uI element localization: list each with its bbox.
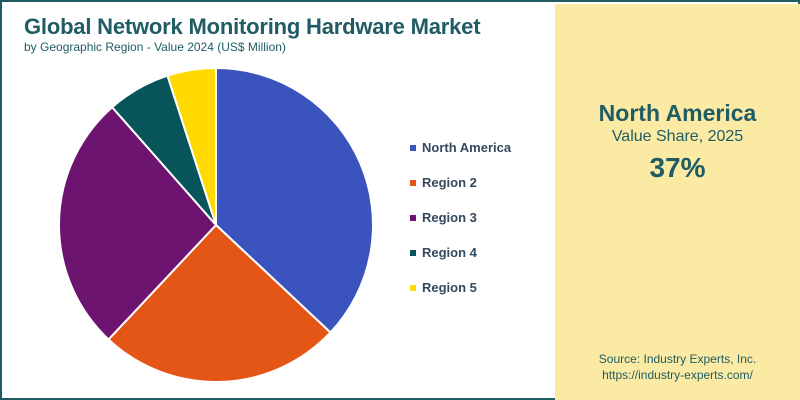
highlight-value: 37% [649, 152, 706, 183]
legend-item: Region 4 [410, 235, 511, 270]
legend-item: Region 5 [410, 270, 511, 305]
legend-swatch [410, 179, 416, 186]
legend: North America Region 2 Region 3 Region 4… [410, 130, 511, 305]
legend-label: Region 5 [422, 280, 477, 295]
legend-item: North America [410, 130, 511, 165]
pie-slice-north-america [215, 66, 374, 334]
legend-item: Region 3 [410, 200, 511, 235]
legend-item: Region 2 [410, 165, 511, 200]
legend-label: Region 4 [422, 245, 477, 260]
highlight-label: Value Share, 2025 [611, 128, 744, 145]
legend-swatch [410, 284, 416, 291]
source-note: Source: Industry Experts, Inc. https://i… [555, 351, 800, 383]
chart-subtitle: by Geographic Region - Value 2024 (US$ M… [24, 40, 286, 54]
highlight-panel: North America Value Share, 2025 37% Sour… [555, 4, 800, 400]
legend-label: North America [422, 140, 512, 155]
source-url: https://industry-experts.com/ [602, 368, 753, 382]
legend-label: Region 2 [422, 175, 477, 190]
legend-swatch [410, 144, 416, 151]
legend-swatch [410, 249, 416, 256]
pie-slice-region-5 [166, 66, 217, 226]
source-text: Source: Industry Experts, Inc. [598, 352, 757, 366]
chart-title: Global Network Monitoring Hardware Marke… [24, 14, 481, 39]
legend-label: Region 3 [422, 210, 477, 225]
pie-slice-region-3 [58, 105, 218, 341]
legend-swatch [410, 214, 416, 221]
highlight-region-name: North America [598, 100, 757, 126]
pie-slice-region-2 [107, 223, 332, 383]
